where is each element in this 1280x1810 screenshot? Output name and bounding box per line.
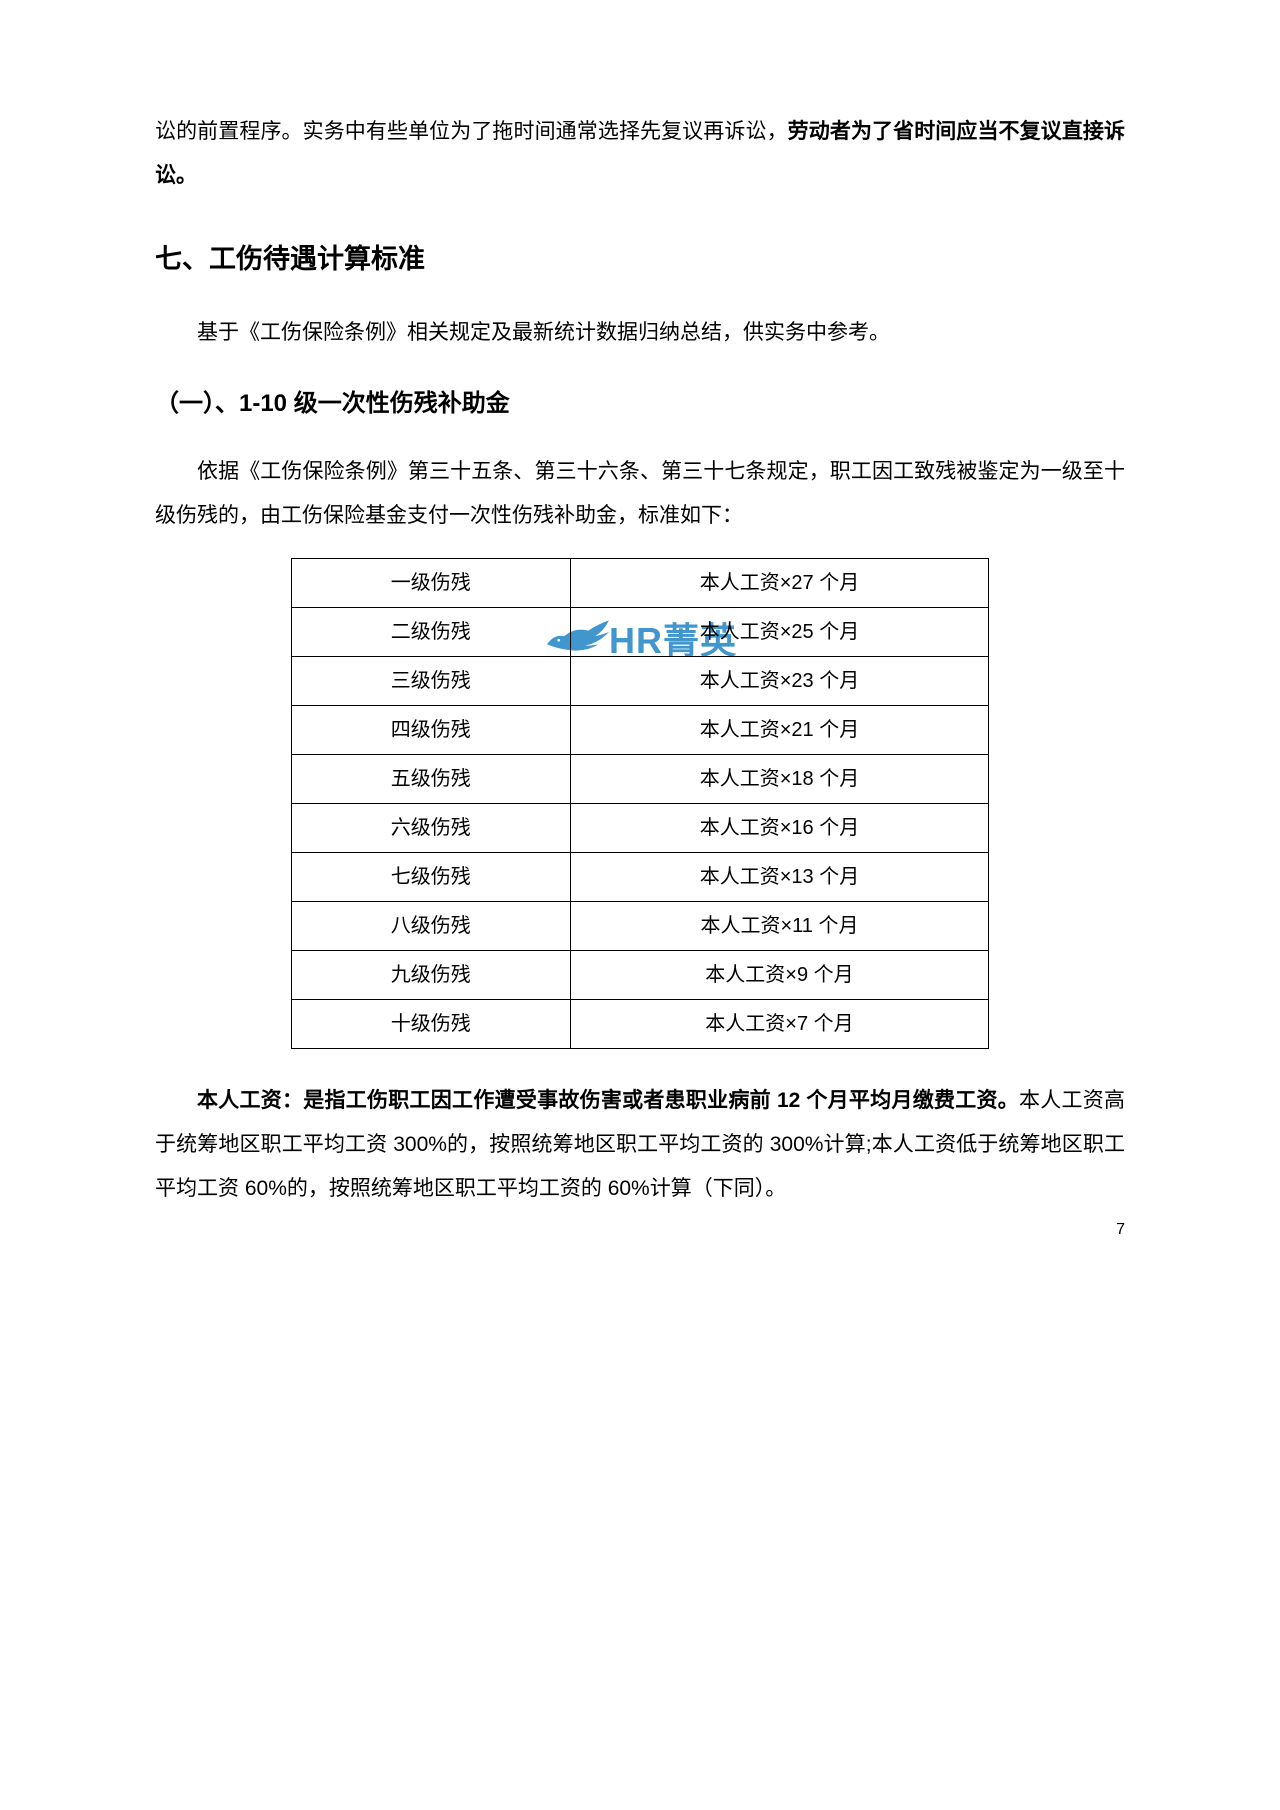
table-row: 一级伤残本人工资×27 个月 [291,559,988,608]
table-row: 三级伤残本人工资×23 个月 [291,657,988,706]
page-number: 7 [1116,1221,1125,1239]
cell-amount: 本人工资×23 个月 [570,657,988,706]
cell-amount: 本人工资×27 个月 [570,559,988,608]
cell-amount: 本人工资×11 个月 [570,902,988,951]
cell-amount: 本人工资×21 个月 [570,706,988,755]
cell-amount: 本人工资×9 个月 [570,951,988,1000]
cell-level: 十级伤残 [291,1000,570,1049]
compensation-table: 一级伤残本人工资×27 个月二级伤残本人工资×25 个月三级伤残本人工资×23 … [291,558,989,1049]
table-row: 六级伤残本人工资×16 个月 [291,804,988,853]
para-salary-def: 本人工资：是指工伤职工因工作遭受事故伤害或者患职业病前 12 个月平均月缴费工资… [155,1079,1125,1211]
cell-amount: 本人工资×13 个月 [570,853,988,902]
cell-level: 一级伤残 [291,559,570,608]
intro-text: 讼的前置程序。实务中有些单位为了拖时间通常选择先复议再诉讼， [155,120,788,143]
table-row: 二级伤残本人工资×25 个月 [291,608,988,657]
cell-level: 三级伤残 [291,657,570,706]
document-page: HR菁英 讼的前置程序。实务中有些单位为了拖时间通常选择先复议再诉讼，劳动者为了… [0,0,1280,1299]
table-row: 九级伤残本人工资×9 个月 [291,951,988,1000]
cell-level: 二级伤残 [291,608,570,657]
table-body: 一级伤残本人工资×27 个月二级伤残本人工资×25 个月三级伤残本人工资×23 … [291,559,988,1049]
salary-def-bold: 本人工资：是指工伤职工因工作遭受事故伤害或者患职业病前 12 个月平均月缴费工资… [197,1089,1019,1112]
cell-level: 五级伤残 [291,755,570,804]
page-content: 讼的前置程序。实务中有些单位为了拖时间通常选择先复议再诉讼，劳动者为了省时间应当… [155,110,1125,1211]
cell-amount: 本人工资×7 个月 [570,1000,988,1049]
cell-level: 六级伤残 [291,804,570,853]
intro-paragraph: 讼的前置程序。实务中有些单位为了拖时间通常选择先复议再诉讼，劳动者为了省时间应当… [155,110,1125,198]
cell-amount: 本人工资×16 个月 [570,804,988,853]
table-row: 十级伤残本人工资×7 个月 [291,1000,988,1049]
heading-subsection-1: （一）、1-10 级一次性伤残补助金 [155,385,1125,423]
table-row: 八级伤残本人工资×11 个月 [291,902,988,951]
table-row: 七级伤残本人工资×13 个月 [291,853,988,902]
para-regulation: 依据《工伤保险条例》第三十五条、第三十六条、第三十七条规定，职工因工致残被鉴定为… [155,450,1125,538]
table-row: 五级伤残本人工资×18 个月 [291,755,988,804]
cell-level: 八级伤残 [291,902,570,951]
cell-amount: 本人工资×18 个月 [570,755,988,804]
table-row: 四级伤残本人工资×21 个月 [291,706,988,755]
para-basis: 基于《工伤保险条例》相关规定及最新统计数据归纳总结，供实务中参考。 [155,311,1125,355]
cell-level: 七级伤残 [291,853,570,902]
heading-section-7: 七、工伤待遇计算标准 [155,238,1125,281]
cell-amount: 本人工资×25 个月 [570,608,988,657]
cell-level: 四级伤残 [291,706,570,755]
cell-level: 九级伤残 [291,951,570,1000]
